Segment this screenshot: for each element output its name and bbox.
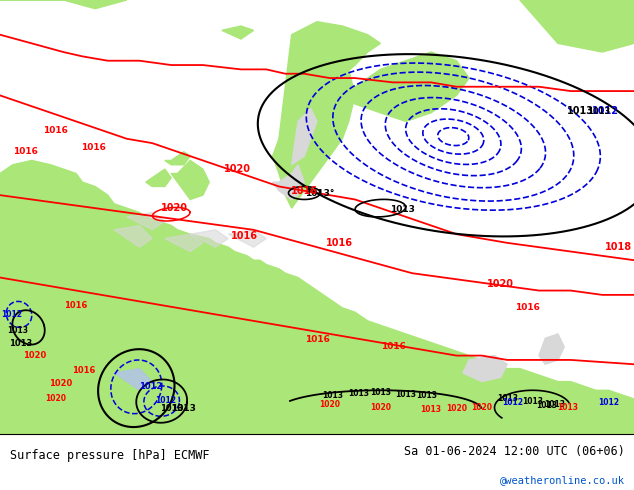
Polygon shape [463, 356, 507, 382]
Text: 1020: 1020 [471, 403, 493, 412]
Polygon shape [165, 152, 190, 165]
Polygon shape [222, 26, 254, 39]
Text: 1013: 1013 [522, 396, 543, 406]
Text: 1020: 1020 [23, 351, 46, 360]
Text: 1012: 1012 [592, 105, 619, 116]
Text: 1012: 1012 [501, 398, 523, 407]
Polygon shape [0, 160, 634, 434]
Text: 1016: 1016 [65, 301, 87, 310]
Polygon shape [190, 230, 228, 247]
Polygon shape [292, 108, 317, 165]
Text: 1013: 1013 [544, 400, 566, 409]
Text: 1012: 1012 [1, 310, 22, 319]
Text: 1012: 1012 [155, 396, 177, 405]
Text: 1013: 1013 [171, 404, 197, 414]
Text: 1013°: 1013° [306, 189, 335, 198]
Text: 1016: 1016 [81, 143, 107, 152]
Text: 1016: 1016 [13, 147, 38, 156]
Text: 1016: 1016 [326, 238, 353, 248]
Text: 1020: 1020 [446, 404, 467, 413]
Text: 1020: 1020 [370, 403, 391, 412]
Text: 1020: 1020 [224, 164, 251, 174]
Polygon shape [539, 334, 564, 364]
Text: 1013: 1013 [10, 339, 32, 348]
Text: 1013: 1013 [322, 391, 344, 400]
Text: 1012: 1012 [139, 382, 162, 392]
Text: 1013: 1013 [496, 393, 518, 403]
Polygon shape [342, 52, 469, 122]
Polygon shape [114, 368, 152, 390]
Polygon shape [273, 165, 304, 199]
Text: 1013: 1013 [420, 405, 442, 415]
Text: 1013: 1013 [395, 390, 417, 399]
Text: 1018: 1018 [605, 242, 631, 252]
Text: 1013: 1013 [7, 326, 29, 335]
Polygon shape [228, 230, 266, 247]
Text: 1013: 1013 [390, 204, 415, 214]
Text: 1016: 1016 [304, 335, 330, 343]
Text: 1012: 1012 [598, 398, 619, 407]
Text: Surface pressure [hPa] ECMWF: Surface pressure [hPa] ECMWF [10, 448, 209, 462]
Text: 1020: 1020 [488, 279, 514, 289]
Text: 1016: 1016 [72, 366, 95, 375]
Text: 1013: 1013 [416, 392, 437, 400]
Polygon shape [114, 225, 152, 247]
Text: 1013: 1013 [588, 107, 611, 117]
Text: 1016: 1016 [43, 125, 68, 135]
Polygon shape [273, 44, 355, 208]
Text: 1013: 1013 [567, 105, 593, 116]
Text: 1016: 1016 [291, 186, 318, 196]
Text: @weatheronline.co.uk: @weatheronline.co.uk [500, 475, 624, 485]
Polygon shape [0, 0, 127, 9]
Text: 1020: 1020 [45, 394, 67, 403]
Text: 1013: 1013 [347, 389, 369, 398]
Text: 1016: 1016 [380, 343, 406, 351]
Text: 1013: 1013 [557, 403, 578, 412]
Text: Sa 01-06-2024 12:00 UTC (06+06): Sa 01-06-2024 12:00 UTC (06+06) [404, 445, 624, 458]
Text: 1016: 1016 [515, 303, 540, 313]
Text: 1013: 1013 [370, 388, 391, 397]
Polygon shape [127, 213, 165, 230]
Polygon shape [279, 22, 380, 139]
Text: 1013: 1013 [536, 401, 557, 410]
Text: 1013: 1013 [160, 404, 183, 413]
Polygon shape [171, 160, 209, 199]
Polygon shape [520, 0, 634, 52]
Polygon shape [146, 169, 171, 187]
Text: 1020: 1020 [49, 379, 72, 388]
Text: 1016: 1016 [231, 231, 257, 242]
Text: 1020: 1020 [319, 400, 340, 409]
Text: 1020: 1020 [161, 203, 188, 213]
Polygon shape [165, 234, 203, 251]
